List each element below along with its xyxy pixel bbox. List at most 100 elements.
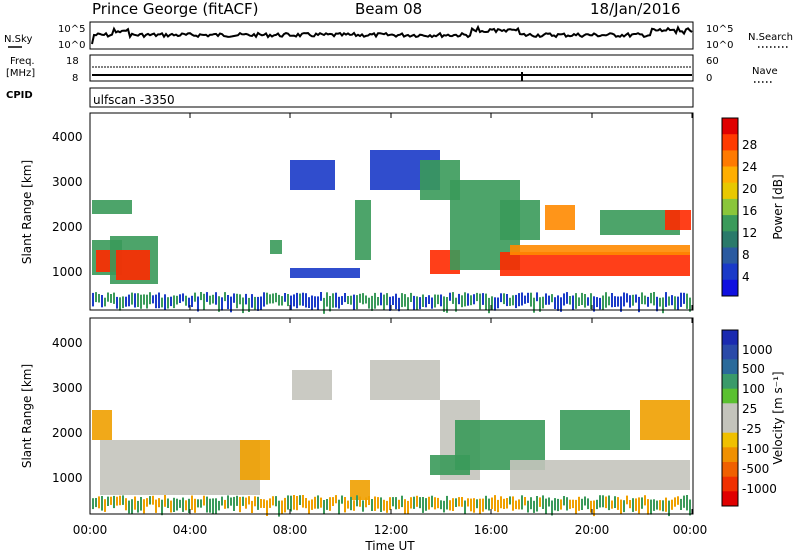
noise-right-tick-bottom: 10^0 <box>706 40 733 51</box>
velocity-noise-speck <box>218 500 220 511</box>
velocity-colorbar-swatch <box>722 491 738 507</box>
power-noise-speck <box>440 294 442 307</box>
velocity-noise-speck <box>563 496 565 506</box>
velocity-noise-speck <box>164 495 166 507</box>
power-noise-speck <box>194 292 196 302</box>
power-noise-speck <box>179 294 181 303</box>
power-noise-speck <box>158 292 160 309</box>
velocity-data <box>92 360 691 517</box>
power-noise-speck <box>500 293 502 303</box>
xtick-0800: 08:00 <box>273 523 308 537</box>
power-noise-speck <box>455 297 457 312</box>
velocity-noise-speck <box>212 498 214 514</box>
velocity-noise-speck <box>146 498 148 507</box>
velocity-noise-speck <box>200 499 202 508</box>
power-noise-speck <box>269 294 271 304</box>
power-noise-speck <box>242 297 244 314</box>
freq-right-tick-top: 60 <box>706 56 719 67</box>
power-noise-speck <box>485 293 487 310</box>
power-noise-speck <box>329 296 331 312</box>
velocity-noise-speck <box>665 497 667 512</box>
velocity-noise-speck <box>287 495 289 510</box>
power-noise-speck <box>608 296 610 306</box>
power-colorbar-frame <box>721 117 739 297</box>
velocity-noise-speck <box>533 500 535 513</box>
velocity-noise-speck <box>548 497 550 507</box>
velocity-noise-speck <box>641 497 643 509</box>
power-noise-speck <box>191 295 193 307</box>
velocity-noise-speck <box>113 495 115 509</box>
power-noise-speck <box>590 293 592 309</box>
x-axis-ticks <box>89 113 693 514</box>
velocity-noise-speck <box>188 498 190 513</box>
velocity-noise-speck <box>116 496 118 506</box>
velocity-noise-speck <box>350 496 352 511</box>
power-noise-speck <box>605 292 607 308</box>
velocity-noise-speck <box>254 496 256 507</box>
velocity-noise-speck <box>344 497 346 513</box>
velocity-noise-speck <box>281 500 283 515</box>
date-title: 18/Jan/2016 <box>590 0 681 18</box>
velocity-noise-speck <box>650 499 652 515</box>
power-noise-speck <box>326 292 328 307</box>
power-noise-speck <box>668 296 670 306</box>
velocity-noise-speck <box>434 497 436 510</box>
power-noise-speck <box>431 297 433 309</box>
power-noise-speck <box>689 297 691 312</box>
power-noise-speck <box>209 295 211 305</box>
velocity-noise-speck <box>581 498 583 510</box>
nave-label: Nave <box>752 66 778 77</box>
xtick-1600: 16:00 <box>474 523 509 537</box>
power-noise-speck <box>470 295 472 306</box>
power-noise-speck <box>506 294 508 307</box>
velocity-noise-speck <box>452 498 454 511</box>
power-noise-speck <box>356 295 358 310</box>
velocity-noise-speck <box>509 496 511 505</box>
velocity-noise-speck <box>584 496 586 506</box>
power-noise-speck <box>263 292 265 307</box>
velocity-noise-speck <box>449 500 451 511</box>
velocity-noise-speck <box>125 498 127 511</box>
velocity-noise-speck <box>653 499 655 511</box>
power-noise-speck <box>584 294 586 308</box>
velocity-noise-speck <box>392 497 394 507</box>
velocity-noise-speck <box>311 499 313 510</box>
velocity-noise-speck <box>227 495 229 509</box>
power-scatter-patch <box>92 200 132 214</box>
xtick-1200: 12:00 <box>374 523 409 537</box>
velocity-noise-speck <box>512 496 514 511</box>
velocity-noise-speck <box>437 497 439 509</box>
velocity-colorbar-swatch <box>722 388 738 404</box>
velocity-noise-speck <box>683 495 685 508</box>
noise-panel <box>89 21 694 50</box>
power-noise-speck <box>599 297 601 310</box>
velocity-noise-speck <box>296 496 298 511</box>
power-noise-speck <box>530 292 532 307</box>
velocity-noise-speck <box>284 497 286 513</box>
power-colorbar <box>722 118 738 297</box>
power-noise-speck <box>170 296 172 307</box>
power-noise-speck <box>164 294 166 310</box>
velocity-noise-speck <box>365 497 367 508</box>
velocity-noise-speck <box>386 500 388 513</box>
power-noise-speck <box>107 292 109 302</box>
velocity-noise-speck <box>593 500 595 517</box>
power-cb-8: 8 <box>742 248 750 262</box>
velocity-colorbar-swatch <box>722 432 738 448</box>
power-noise-speck <box>296 292 298 309</box>
velocity-scatter-patch <box>92 410 112 440</box>
velocity-noise-speck <box>230 497 232 506</box>
velocity-noise-speck <box>551 500 553 516</box>
velocity-noise-speck <box>560 499 562 510</box>
power-ytick-3000: 3000 <box>52 175 83 189</box>
velocity-noise-speck <box>620 499 622 514</box>
velocity-noise-speck <box>599 495 601 508</box>
power-noise-speck <box>218 296 220 312</box>
velocity-noise-speck <box>506 498 508 509</box>
velocity-colorbar-frame <box>721 329 739 507</box>
velocity-noise-speck <box>293 495 295 510</box>
power-colorbar-swatch <box>722 279 738 297</box>
velocity-noise-speck <box>410 497 412 509</box>
velocity-noise-speck <box>128 500 130 514</box>
power-noise-speck <box>341 296 343 305</box>
